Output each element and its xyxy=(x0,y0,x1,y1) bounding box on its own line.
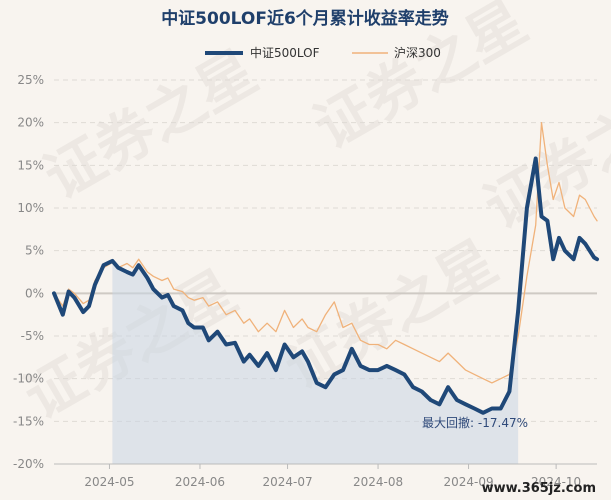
axes: -20% -15% -10% -5% 0% 5% 10% 15% 20% 25% 2024-05 20… xyxy=(13,73,597,489)
y-tick-label-5: 5% xyxy=(25,244,44,258)
annotations: 最大回撤: -17.47% xyxy=(422,415,528,430)
y-tick-label-4: 0% xyxy=(25,286,44,300)
legend: 中证500LOF 沪深300 xyxy=(205,45,441,60)
drawdown-area xyxy=(112,260,519,464)
x-tick-label-1: 2024-06 xyxy=(175,475,225,489)
y-tick-label-7: 15% xyxy=(17,158,44,172)
series-line-fund xyxy=(52,156,599,415)
x-tick-label-5: 2024-10 xyxy=(531,475,581,489)
legend-label-fund: 中证500LOF xyxy=(250,45,320,60)
y-tick-label-1: -15% xyxy=(13,414,44,428)
watermark-text-0: 证券之星 xyxy=(33,37,268,212)
x-tick-label-4: 2024-09 xyxy=(443,475,493,489)
y-tick-label-8: 20% xyxy=(17,116,44,130)
y-tick-label-9: 25% xyxy=(17,73,44,87)
x-tick-label-2: 2024-07 xyxy=(262,475,312,489)
y-tick-label-3: -5% xyxy=(21,329,44,343)
drawdown-shade xyxy=(112,260,519,464)
x-tick-label-0: 2024-05 xyxy=(84,475,134,489)
series-lines xyxy=(52,122,599,415)
legend-label-index: 沪深300 xyxy=(394,46,441,60)
y-tick-label-0: -20% xyxy=(13,457,44,471)
drawdown-label: 最大回撤: -17.47% xyxy=(422,415,528,430)
y-tick-label-6: 10% xyxy=(17,201,44,215)
site-watermark: www.365jz.com xyxy=(482,481,596,496)
x-tick-label-3: 2024-08 xyxy=(353,475,403,489)
chart-title: 中证500LOF近6个月累计收益率走势 xyxy=(161,8,449,29)
series-line-index xyxy=(53,122,598,384)
y-tick-label-2: -10% xyxy=(13,372,44,386)
